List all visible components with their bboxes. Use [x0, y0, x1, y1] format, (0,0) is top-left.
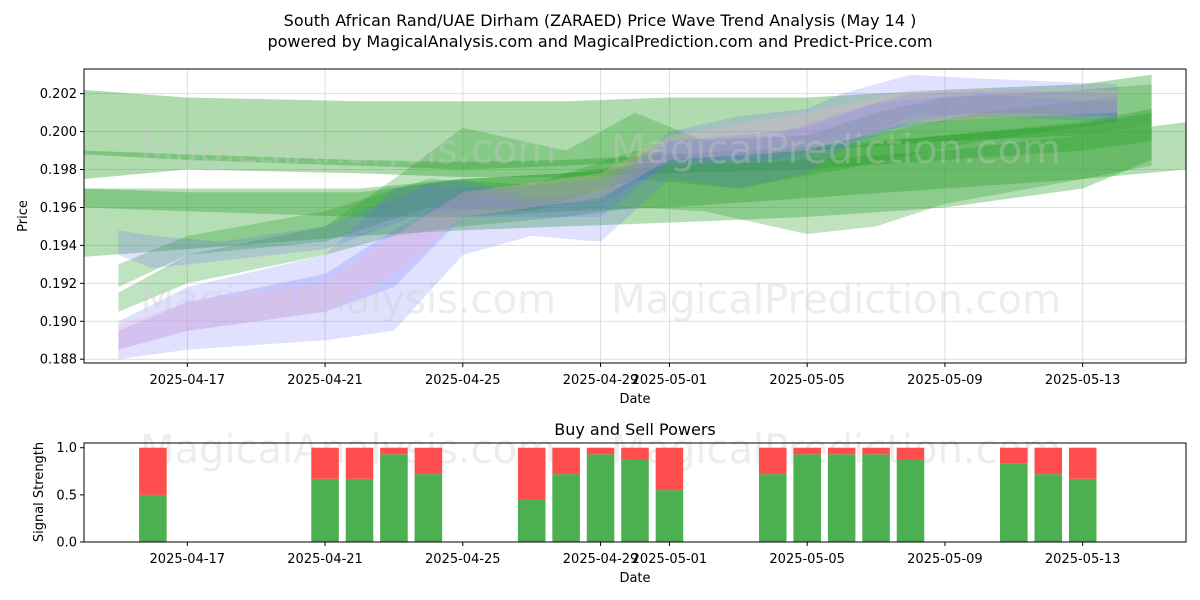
buy-sell-ytick-label-0: 0.0: [56, 536, 77, 551]
buy-bar-2025-04-28: [552, 474, 580, 542]
buy-sell-xtick-label-3: 2025-04-29: [563, 552, 639, 567]
price-xtick-label-5: 2025-05-05: [769, 373, 845, 388]
watermark-prediction-mid: MagicalPrediction.com: [611, 277, 1061, 323]
sell-bar-2025-04-30: [621, 447, 649, 460]
buy-bar-2025-04-29: [586, 454, 615, 542]
price-ytick-label-4: 0.196: [40, 201, 77, 216]
watermark-analysis-top: MagicalAnalysis.com: [140, 127, 556, 173]
price-ytick-label-3: 0.194: [40, 239, 77, 254]
price-ytick-label-0: 0.188: [40, 353, 77, 368]
sell-bar-2025-05-08: [896, 447, 925, 460]
sell-bar-2025-05-06: [827, 447, 856, 455]
price-wave-band-1: [84, 112, 1152, 179]
price-xtick-label-7: 2025-05-13: [1045, 373, 1121, 388]
price-ytick-label-1: 0.190: [40, 315, 77, 330]
sell-bar-2025-05-04: [758, 447, 787, 475]
sell-bar-2025-05-12: [1034, 447, 1063, 475]
buy-bar-2025-05-12: [1034, 474, 1063, 542]
price-xtick-label-1: 2025-04-21: [287, 373, 363, 388]
buy-sell-ytick-label-2: 1.0: [56, 441, 77, 456]
sell-bar-2025-05-05: [793, 447, 821, 455]
buy-bar-2025-05-13: [1068, 478, 1097, 542]
price-wave-band-7: [118, 93, 1118, 350]
watermark-analysis-mid: MagicalAnalysis.com: [140, 277, 556, 323]
buy-bar-2025-04-30: [621, 459, 649, 542]
buy-bar-2025-04-21: [311, 478, 339, 542]
price-axes-frame: [83, 68, 1187, 364]
buy-sell-xtick-label-4: 2025-05-01: [632, 552, 708, 567]
price-wave-band-9: [118, 89, 1118, 350]
price-xtick-label-3: 2025-04-29: [563, 373, 639, 388]
sell-bar-2025-05-13: [1068, 447, 1097, 479]
watermark-prediction-top: MagicalPrediction.com: [611, 127, 1061, 173]
price-xtick-label-6: 2025-05-09: [907, 373, 983, 388]
buy-bar-2025-05-05: [793, 454, 821, 542]
price-wave-band-2: [84, 122, 1186, 217]
price-y-ticks: 0.188 0.190 0.192 0.194 0.196 0.198 0.200 0.202: [40, 87, 84, 368]
buy-sell-ytick-label-1: 0.5: [56, 488, 77, 503]
buy-bar-2025-05-08: [896, 459, 925, 542]
buy-sell-xtick-label-7: 2025-05-13: [1045, 552, 1121, 567]
price-bands: [84, 74, 1186, 360]
buy-sell-x-axis-label: Date: [619, 571, 650, 586]
buy-sell-axes-frame: [83, 442, 1187, 543]
sell-bar-2025-04-24: [414, 447, 443, 475]
buy-sell-xtick-label-6: 2025-05-09: [907, 552, 983, 567]
sell-bar-2025-04-29: [586, 447, 615, 455]
price-y-axis-label: Price: [16, 200, 31, 232]
price-wave-band-3: [84, 108, 1152, 257]
buy-bar-2025-04-23: [380, 454, 408, 542]
buy-sell-xtick-label-1: 2025-04-21: [287, 552, 363, 567]
price-wave-band-8: [118, 89, 1118, 269]
sell-bar-2025-05-07: [862, 447, 890, 455]
sell-bar-2025-04-27: [517, 447, 546, 500]
buy-bar-2025-05-01: [655, 490, 684, 542]
buy-bar-2025-05-04: [758, 474, 787, 542]
buy-sell-xtick-label-5: 2025-05-05: [769, 552, 845, 567]
buy-sell-bars: [139, 447, 1097, 542]
buy-sell-chart: Buy and Sell Powers MagicalAnalysis.com …: [32, 420, 1187, 586]
price-wave-band-0: [84, 74, 1152, 170]
chart-title: South African Rand/UAE Dirham (ZARAED) P…: [284, 11, 917, 30]
price-wave-chart: MagicalAnalysis.com MagicalPrediction.co…: [16, 68, 1187, 407]
price-xtick-label-2: 2025-04-25: [425, 373, 501, 388]
sell-bar-2025-05-11: [1000, 447, 1028, 464]
price-x-axis-label: Date: [619, 392, 650, 407]
price-ytick-label-6: 0.200: [40, 125, 77, 140]
buy-sell-xtick-label-0: 2025-04-17: [150, 552, 226, 567]
buy-bar-2025-05-07: [862, 454, 890, 542]
sell-bar-2025-04-21: [311, 447, 339, 479]
price-xtick-label-0: 2025-04-17: [150, 373, 226, 388]
sell-bar-2025-04-23: [380, 447, 408, 455]
buy-bar-2025-05-06: [827, 454, 856, 542]
buy-sell-y-ticks: 0.0 0.5 1.0: [56, 441, 84, 551]
price-wave-band-4: [118, 84, 1152, 312]
buy-sell-x-ticks: 2025-04-17 2025-04-21 2025-04-25 2025-04-29…: [150, 542, 1121, 567]
price-ytick-label-2: 0.192: [40, 277, 77, 292]
price-wave-band-6: [118, 74, 1118, 360]
buy-bar-2025-05-11: [1000, 463, 1028, 542]
buy-bar-2025-04-22: [345, 478, 374, 542]
buy-sell-y-axis-label: Signal Strength: [32, 442, 47, 542]
buy-sell-xtick-label-2: 2025-04-25: [425, 552, 501, 567]
buy-sell-title: Buy and Sell Powers: [554, 420, 716, 439]
sell-bar-2025-04-16: [139, 447, 167, 495]
sell-bar-2025-04-22: [345, 447, 374, 479]
price-wave-band-5: [118, 97, 1118, 288]
price-x-ticks: 2025-04-17 2025-04-21 2025-04-25 2025-04-29…: [150, 363, 1121, 388]
price-ytick-label-5: 0.198: [40, 163, 77, 178]
buy-bar-2025-04-27: [517, 499, 546, 542]
buy-bar-2025-04-16: [139, 494, 167, 542]
price-xtick-label-4: 2025-05-01: [632, 373, 708, 388]
buy-bar-2025-04-24: [414, 474, 443, 542]
price-watermarks: MagicalAnalysis.com MagicalPrediction.co…: [140, 127, 1061, 323]
price-grid: [84, 69, 1186, 363]
price-ytick-label-7: 0.202: [40, 87, 77, 102]
sell-bar-2025-04-28: [552, 447, 580, 475]
sell-bar-2025-05-01: [655, 447, 684, 491]
chart-subtitle: powered by MagicalAnalysis.com and Magic…: [267, 32, 932, 51]
